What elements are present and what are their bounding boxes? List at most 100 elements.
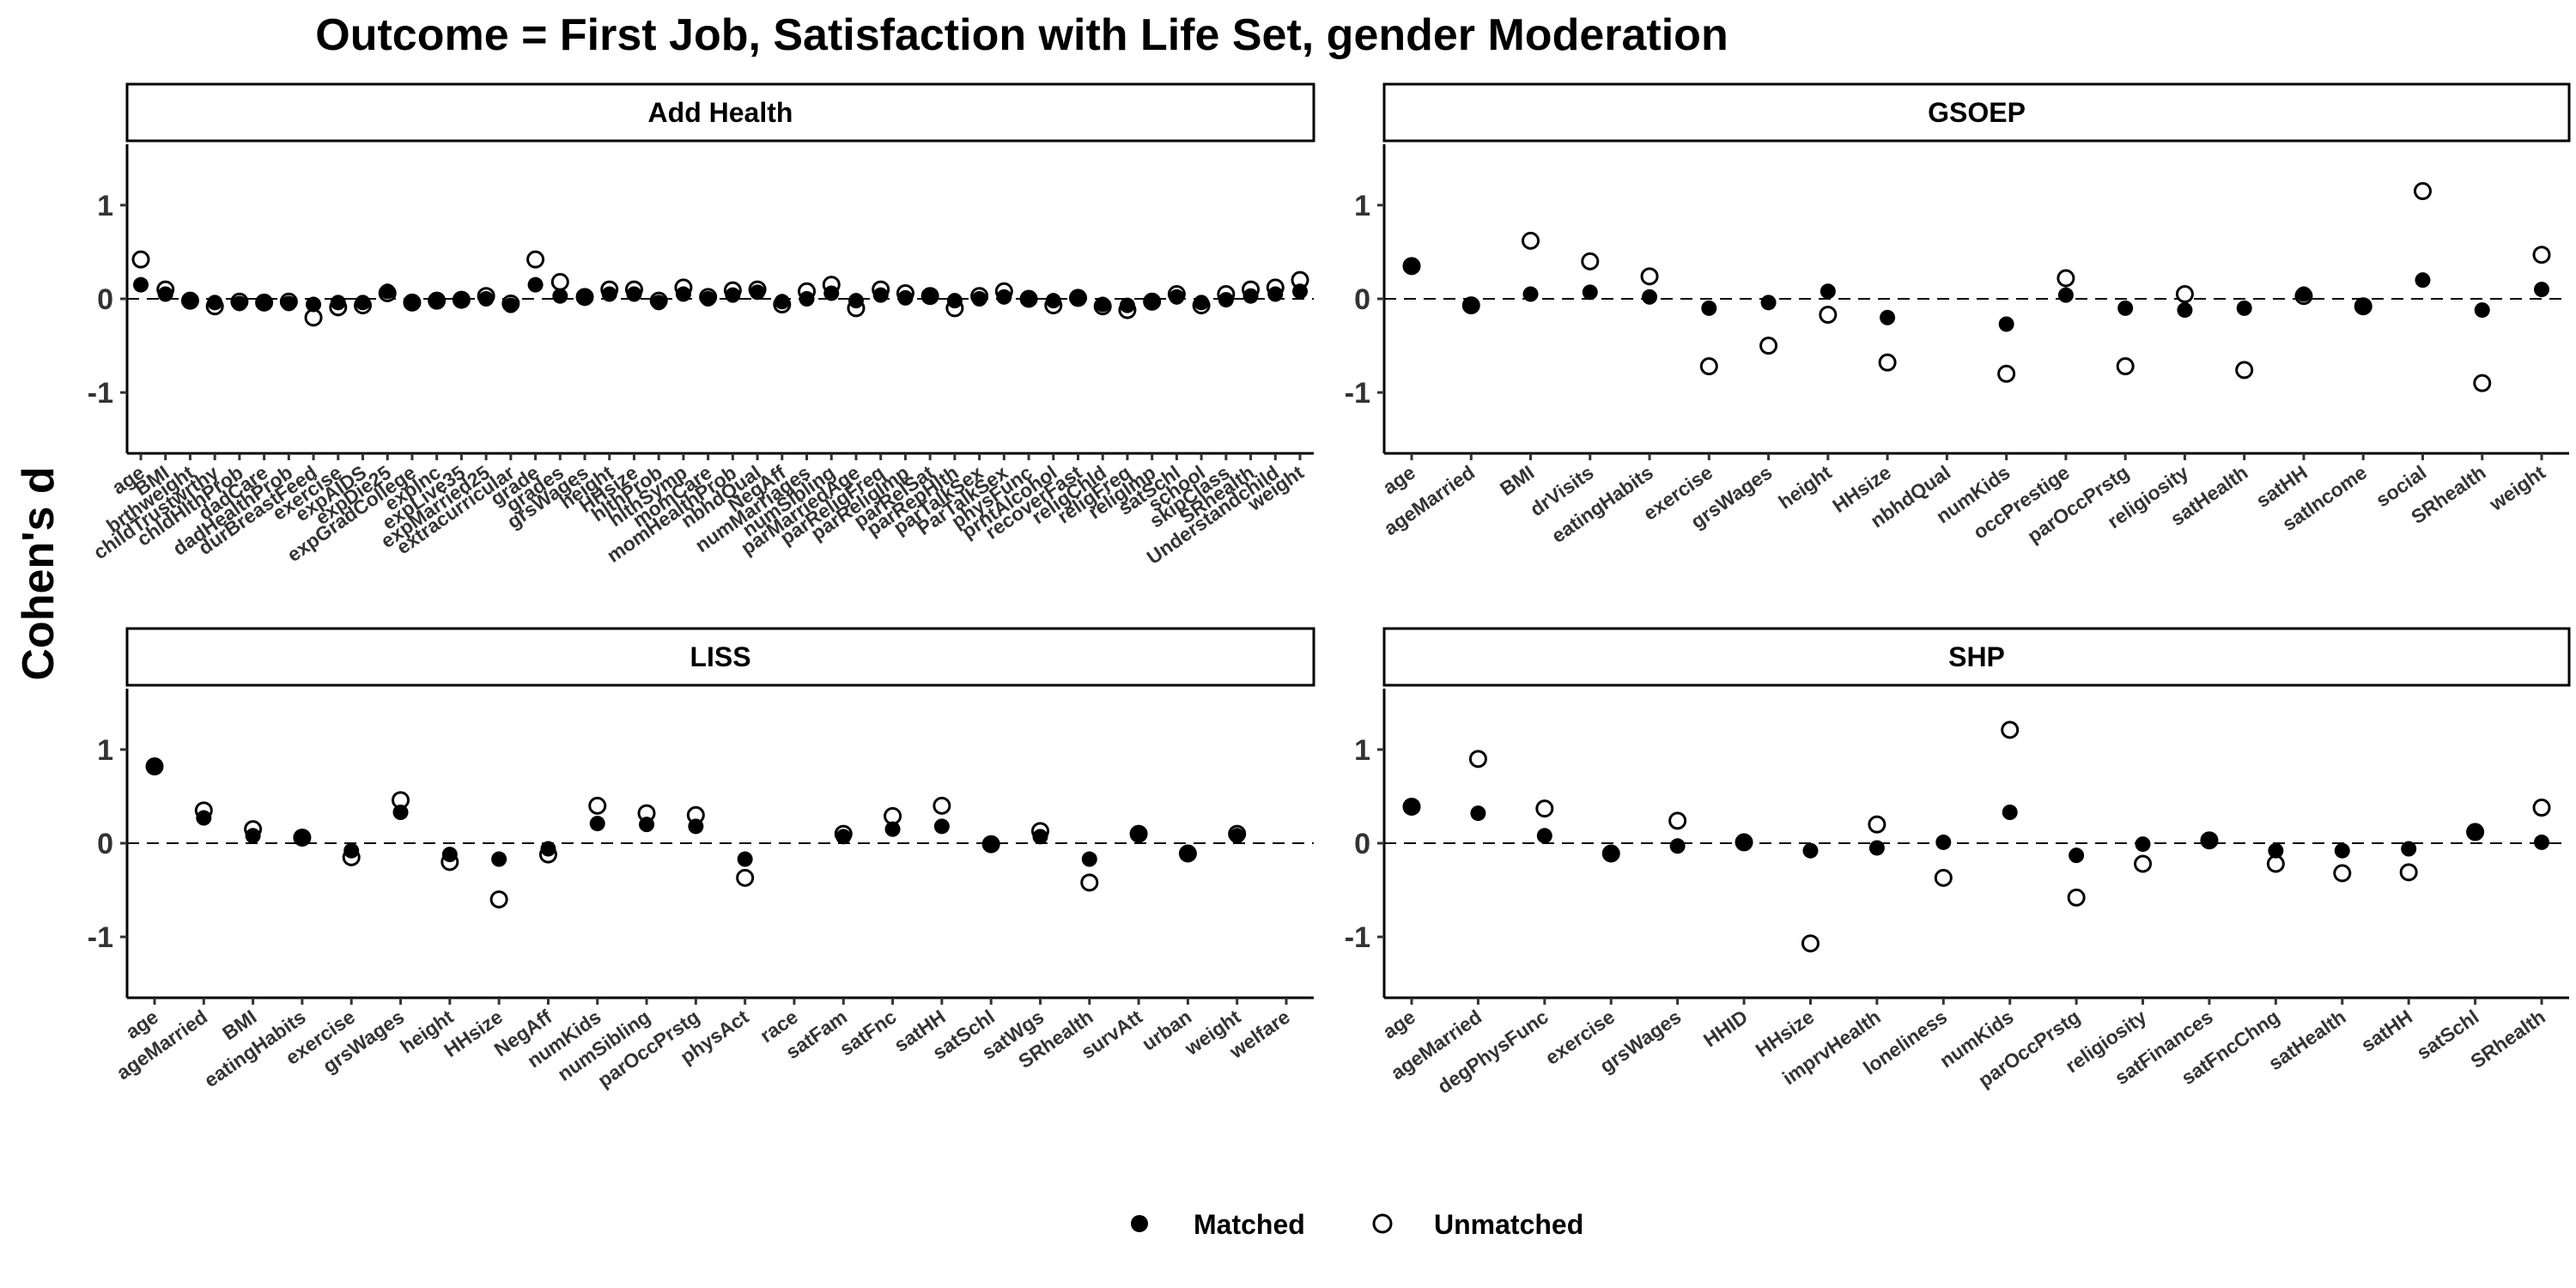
matched-point — [1229, 828, 1245, 844]
matched-point — [1736, 834, 1753, 850]
y-tick-label: 0 — [97, 828, 113, 860]
matched-point — [256, 295, 272, 311]
matched-point — [294, 830, 310, 847]
matched-point — [552, 288, 568, 304]
unmatched-point — [2532, 799, 2551, 817]
matched-point — [996, 289, 1012, 305]
unmatched-point — [2473, 374, 2492, 392]
x-tick-label: BMI — [1496, 461, 1538, 500]
matched-point — [1292, 283, 1308, 300]
y-tick-label: 1 — [1354, 190, 1370, 222]
matched-point — [491, 851, 507, 867]
matched-point — [2177, 302, 2193, 319]
unmatched-point — [2175, 285, 2194, 304]
matched-point — [2201, 833, 2217, 849]
legend-unmatched-label: Unmatched — [1434, 1209, 1583, 1240]
matched-point — [453, 293, 470, 309]
matched-point — [589, 816, 605, 832]
matched-point — [1820, 283, 1836, 300]
matched-point — [1095, 296, 1111, 313]
unmatched-point — [489, 890, 508, 908]
matched-point — [1536, 828, 1552, 844]
matched-point — [897, 289, 914, 306]
matched-point — [1470, 805, 1486, 822]
matched-point — [1169, 289, 1185, 305]
unmatched-point — [2333, 864, 2352, 883]
matched-point — [688, 818, 704, 835]
panel-strip-label: LISS — [690, 641, 750, 672]
matched-point — [441, 847, 458, 863]
unmatched-point — [1801, 934, 1820, 953]
y-tick-label: -1 — [88, 377, 113, 410]
matched-point — [774, 294, 790, 310]
matched-point — [2534, 282, 2549, 298]
matched-point — [1582, 284, 1598, 301]
matched-point — [2002, 805, 2018, 820]
matched-point — [2401, 841, 2417, 857]
matched-point — [2069, 848, 2085, 864]
unmatched-point — [2235, 361, 2254, 380]
matched-point — [1242, 288, 1259, 304]
y-tick-label: -1 — [1345, 377, 1370, 410]
unmatched-point — [2116, 357, 2135, 376]
matched-point — [2117, 300, 2134, 316]
x-tick-label: height — [1774, 461, 1836, 513]
unmatched-point — [1878, 353, 1897, 372]
panel-strip — [125, 82, 1315, 143]
matched-point — [2295, 286, 2312, 302]
matched-point — [2415, 272, 2431, 289]
unmatched-point — [526, 250, 545, 269]
matched-point — [392, 805, 409, 820]
matched-point — [281, 295, 297, 312]
matched-point — [1218, 292, 1234, 308]
matched-point — [380, 283, 396, 300]
matched-point — [700, 291, 716, 307]
matched-point — [306, 296, 322, 313]
unmatched-point — [1668, 811, 1687, 830]
unmatched-point — [1468, 750, 1487, 769]
matched-point — [1935, 834, 1952, 850]
matched-point — [799, 291, 815, 307]
unmatched-point — [2399, 863, 2418, 882]
y-tick-label: 1 — [97, 190, 113, 222]
matched-point — [725, 287, 741, 303]
matched-point — [750, 284, 766, 301]
matched-point — [2467, 823, 2483, 839]
matched-point — [1642, 289, 1658, 305]
matched-point — [1463, 297, 1479, 313]
matched-point — [157, 286, 173, 302]
matched-point — [147, 758, 162, 775]
x-tick-label: satHH — [2357, 1005, 2416, 1056]
y-tick-label: -1 — [88, 921, 113, 954]
matched-point — [1144, 295, 1160, 311]
matched-point — [1119, 297, 1135, 313]
chart-title: Outcome = First Job, Satisfaction with L… — [315, 10, 1728, 60]
x-tick-label: HHID — [1699, 1005, 1752, 1052]
matched-point — [872, 287, 889, 303]
matched-point — [639, 817, 655, 833]
panel-add-health: Add Health-101ageBMIbrthweightchildTrust… — [88, 82, 1315, 568]
x-tick-label: parOccPrstg — [2023, 461, 2133, 547]
matched-point — [1868, 840, 1885, 856]
unmatched-point — [1699, 357, 1718, 376]
y-tick-label: 0 — [1354, 828, 1370, 860]
matched-point — [428, 294, 445, 310]
panel-strip — [125, 627, 1315, 687]
unmatched-point — [1997, 364, 2016, 383]
matched-point — [2355, 298, 2372, 314]
y-tick-label: 1 — [1354, 734, 1370, 767]
legend-unmatched-marker — [1372, 1213, 1393, 1234]
matched-point — [1522, 286, 1539, 302]
matched-point — [1021, 291, 1037, 307]
matched-point — [2236, 300, 2252, 316]
matched-point — [1045, 293, 1061, 309]
unmatched-point — [2532, 246, 2551, 264]
unmatched-point — [2057, 269, 2075, 288]
matched-point — [1880, 309, 1896, 325]
y-tick-label: 1 — [97, 734, 113, 767]
x-tick-label: ageMarried — [112, 1005, 211, 1084]
matched-point — [675, 286, 691, 302]
unmatched-point — [933, 796, 951, 815]
unmatched-point — [588, 796, 607, 815]
